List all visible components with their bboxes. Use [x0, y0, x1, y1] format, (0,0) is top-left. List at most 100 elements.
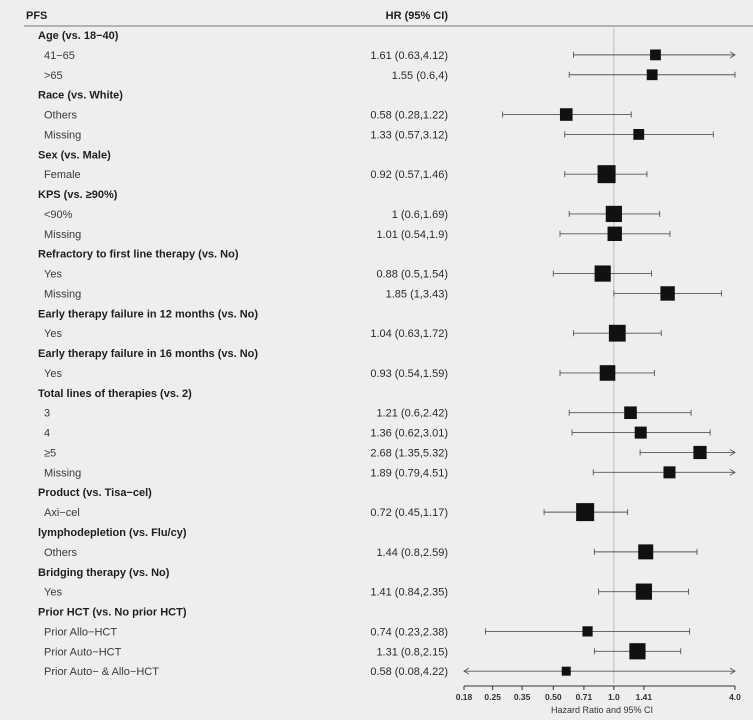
- row-label: Prior Allo−HCT: [44, 626, 117, 638]
- x-tick-label: 0.50: [545, 692, 562, 702]
- row-label: 3: [44, 408, 50, 420]
- point-estimate-box: [608, 324, 626, 342]
- hr-ci-text: 1.61 (0.63,4.12): [370, 50, 448, 62]
- x-tick-label: 0.25: [484, 692, 501, 702]
- estimate-row: Yes 0.88 (0.5,1.54): [44, 265, 653, 282]
- group-label: lymphodepletion (vs. Flu/cy): [38, 527, 187, 539]
- row-label: ≥5: [44, 447, 56, 459]
- point-estimate-box: [559, 108, 573, 121]
- estimate-row: 3 1.21 (0.6,2.42): [44, 406, 692, 420]
- ci-arrow-right: [729, 667, 736, 675]
- point-estimate-box: [582, 626, 593, 637]
- hr-ci-text: 0.74 (0.23,2.38): [370, 626, 448, 638]
- point-estimate-box: [646, 69, 658, 81]
- group-label: Prior HCT (vs. No prior HCT): [38, 607, 187, 619]
- hr-ci-text: 1.89 (0.79,4.51): [370, 467, 448, 479]
- row-label: Axi−cel: [44, 507, 80, 519]
- hr-ci-text: 2.68 (1.35,5.32): [370, 447, 448, 459]
- estimate-row: Prior Auto−HCT 1.31 (0.8,2.15): [44, 643, 682, 660]
- row-label: Yes: [44, 269, 62, 281]
- point-estimate-box: [650, 49, 661, 61]
- estimate-row: Axi−cel 0.72 (0.45,1.17): [44, 503, 629, 522]
- row-label: Prior Auto−HCT: [44, 646, 122, 658]
- row-label: >65: [44, 70, 63, 82]
- group-label: Sex (vs. Male): [38, 149, 111, 161]
- estimate-row: Missing 1.01 (0.54,1.9): [44, 226, 671, 241]
- row-label: <90%: [44, 209, 73, 221]
- estimate-row: Prior Allo−HCT 0.74 (0.23,2.38): [44, 626, 691, 638]
- group-label: Refractory to first line therapy (vs. No…: [38, 249, 239, 261]
- hr-ci-text: 0.93 (0.54,1.59): [370, 368, 448, 380]
- group-label: Early therapy failure in 12 months (vs. …: [38, 308, 258, 320]
- point-estimate-box: [663, 466, 676, 479]
- estimate-row: 41−65 1.61 (0.63,4.12): [44, 49, 736, 62]
- x-tick-label: 1.41: [636, 692, 653, 702]
- estimate-row: Prior Auto− & Allo−HCT 0.58 (0.08,4.22): [44, 666, 736, 678]
- estimate-row: <90% 1 (0.6,1.69): [44, 205, 661, 223]
- hr-ci-text: 0.88 (0.5,1.54): [376, 269, 448, 281]
- estimate-row: Others 0.58 (0.28,1.22): [44, 108, 632, 122]
- row-label: Yes: [44, 587, 62, 599]
- hr-ci-text: 0.58 (0.28,1.22): [370, 110, 448, 122]
- group-row: lymphodepletion (vs. Flu/cy): [38, 527, 187, 539]
- x-tick-label: 0.35: [514, 692, 531, 702]
- row-label: Yes: [44, 368, 62, 380]
- group-label: KPS (vs. ≥90%): [38, 189, 118, 201]
- estimate-row: Yes 1.41 (0.84,2.35): [44, 583, 689, 600]
- group-row: Age (vs. 18−40): [38, 30, 119, 42]
- x-axis-label: Hazard Ratio and 95% CI: [551, 705, 653, 715]
- hr-ci-text: 1.21 (0.6,2.42): [376, 408, 448, 420]
- estimate-row: >65 1.55 (0.6,4): [44, 69, 736, 82]
- chart-title: PFS: [26, 10, 47, 22]
- estimate-row: Yes 1.04 (0.63,1.72): [44, 324, 662, 342]
- group-label: Total lines of therapies (vs. 2): [38, 388, 192, 400]
- point-estimate-box: [693, 445, 707, 460]
- point-estimate-box: [635, 583, 652, 600]
- estimate-row: 4 1.36 (0.62,3.01): [44, 426, 711, 440]
- hr-ci-text: 0.92 (0.57,1.46): [370, 169, 448, 181]
- hr-ci-text: 1.41 (0.84,2.35): [370, 587, 448, 599]
- hr-ci-text: 1.55 (0.6,4): [392, 70, 448, 82]
- point-estimate-box: [594, 265, 611, 282]
- estimate-column-header: HR (95% CI): [386, 10, 449, 22]
- group-row: Race (vs. White): [38, 90, 123, 102]
- point-estimate-box: [629, 643, 646, 660]
- point-estimate-box: [607, 226, 622, 241]
- point-estimate-box: [576, 503, 595, 522]
- group-row: Early therapy failure in 12 months (vs. …: [38, 308, 258, 320]
- point-estimate-box: [605, 205, 622, 223]
- group-label: Race (vs. White): [38, 90, 123, 102]
- ci-arrow-right: [729, 468, 736, 476]
- point-estimate-box: [597, 165, 616, 184]
- row-label: Prior Auto− & Allo−HCT: [44, 666, 159, 678]
- hr-ci-text: 1 (0.6,1.69): [392, 209, 448, 221]
- estimate-row: Others 1.44 (0.8,2.59): [44, 544, 698, 560]
- row-label: Missing: [44, 467, 81, 479]
- row-label: Missing: [44, 229, 81, 241]
- row-label: 4: [44, 428, 50, 440]
- x-tick-label: 0.18: [456, 692, 473, 702]
- group-row: Refractory to first line therapy (vs. No…: [38, 249, 239, 261]
- group-row: Early therapy failure in 16 months (vs. …: [38, 348, 258, 360]
- hr-ci-text: 1.44 (0.8,2.59): [376, 547, 448, 559]
- estimate-row: ≥5 2.68 (1.35,5.32): [44, 445, 736, 460]
- estimate-row: Female 0.92 (0.57,1.46): [44, 165, 648, 184]
- row-label: Female: [44, 169, 81, 181]
- row-label: Missing: [44, 288, 81, 300]
- group-row: Prior HCT (vs. No prior HCT): [38, 607, 187, 619]
- hr-ci-text: 1.36 (0.62,3.01): [370, 428, 448, 440]
- group-label: Bridging therapy (vs. No): [38, 567, 170, 579]
- point-estimate-box: [624, 406, 637, 420]
- x-tick-label: 0.71: [576, 692, 593, 702]
- row-label: Others: [44, 547, 78, 559]
- point-estimate-box: [633, 129, 645, 140]
- group-row: Total lines of therapies (vs. 2): [38, 388, 192, 400]
- group-row: Bridging therapy (vs. No): [38, 567, 170, 579]
- row-label: Others: [44, 110, 78, 122]
- group-label: Product (vs. Tisa−cel): [38, 487, 152, 499]
- group-row: Sex (vs. Male): [38, 149, 111, 161]
- row-label: 41−65: [44, 50, 75, 62]
- hr-ci-text: 0.58 (0.08,4.22): [370, 666, 448, 678]
- ci-arrow-right: [729, 51, 736, 59]
